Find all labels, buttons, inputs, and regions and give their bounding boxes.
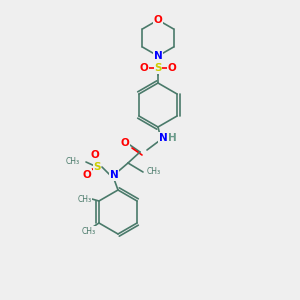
Text: CH₃: CH₃ — [82, 226, 96, 236]
Text: O: O — [168, 63, 176, 73]
Text: O: O — [91, 150, 99, 160]
Text: S: S — [154, 63, 162, 73]
Text: O: O — [82, 170, 91, 180]
Text: O: O — [140, 63, 148, 73]
Text: N: N — [159, 133, 167, 143]
Text: O: O — [121, 138, 129, 148]
Text: CH₃: CH₃ — [147, 167, 161, 176]
Text: H: H — [168, 133, 176, 143]
Text: CH₃: CH₃ — [78, 194, 92, 203]
Text: O: O — [154, 15, 162, 25]
Text: N: N — [154, 51, 162, 61]
Text: CH₃: CH₃ — [66, 157, 80, 166]
Text: S: S — [93, 162, 101, 172]
Text: N: N — [110, 170, 118, 180]
